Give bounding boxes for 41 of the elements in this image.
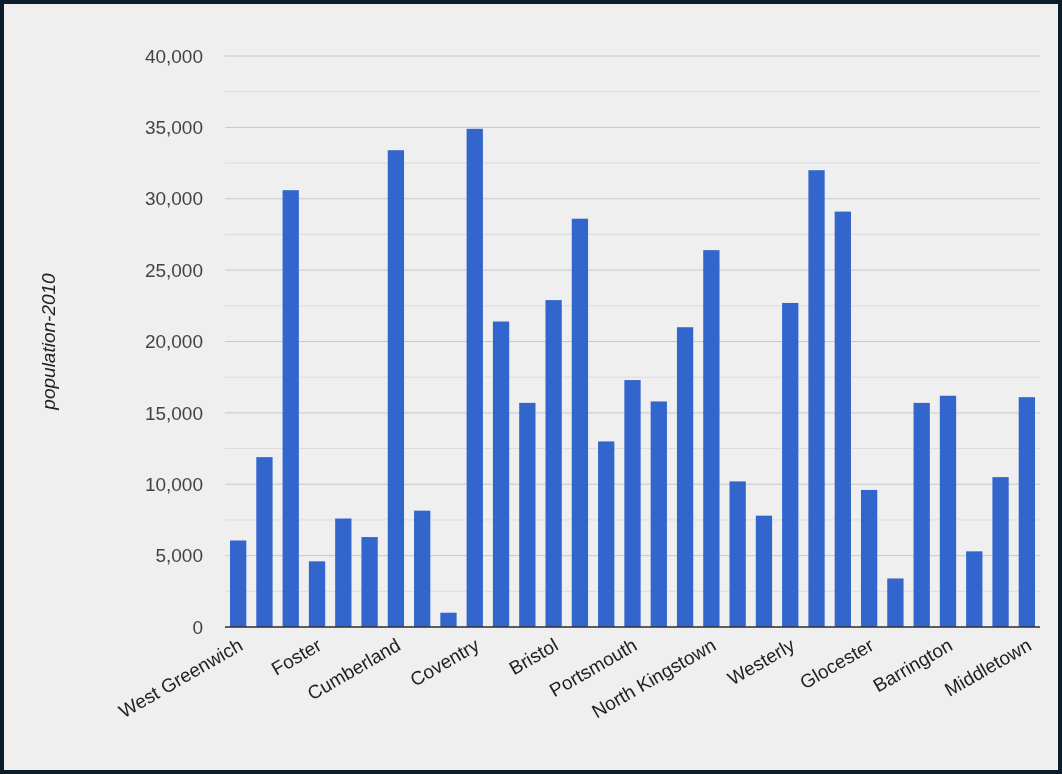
bar — [440, 612, 457, 627]
bar — [414, 510, 431, 627]
bar — [571, 218, 589, 627]
bar — [992, 477, 1009, 627]
y-tick-label: 10,000 — [144, 473, 203, 495]
bar — [703, 250, 720, 627]
bar — [755, 515, 773, 627]
bar — [492, 321, 510, 627]
bar — [230, 540, 247, 627]
bar — [913, 402, 930, 627]
bar — [860, 489, 878, 627]
y-tick-label: 0 — [192, 616, 203, 638]
bar — [466, 128, 483, 627]
bar — [729, 481, 746, 627]
y-tick-label: 25,000 — [144, 259, 203, 281]
bar — [834, 211, 851, 627]
bar — [387, 150, 405, 627]
bar — [308, 561, 326, 627]
bar — [1018, 397, 1035, 627]
bar — [519, 402, 536, 627]
bar — [650, 401, 667, 627]
bar — [282, 190, 299, 627]
y-tick-label: 35,000 — [144, 117, 203, 139]
bar — [676, 327, 694, 627]
y-tick-label: 20,000 — [144, 331, 203, 353]
bar — [545, 300, 562, 627]
bar — [361, 537, 378, 627]
bar — [966, 551, 983, 627]
bar — [939, 395, 957, 627]
y-tick-label: 5,000 — [155, 545, 203, 567]
y-tick-label: 40,000 — [144, 45, 203, 67]
y-tick-label: 15,000 — [144, 402, 203, 424]
bar — [782, 302, 799, 627]
bar — [335, 518, 352, 627]
bar — [256, 457, 273, 627]
bar — [598, 441, 615, 627]
bar — [887, 578, 904, 627]
bar — [808, 170, 825, 627]
y-axis-title: population-2010 — [38, 272, 59, 411]
bar — [624, 380, 641, 627]
y-tick-label: 30,000 — [144, 188, 203, 210]
